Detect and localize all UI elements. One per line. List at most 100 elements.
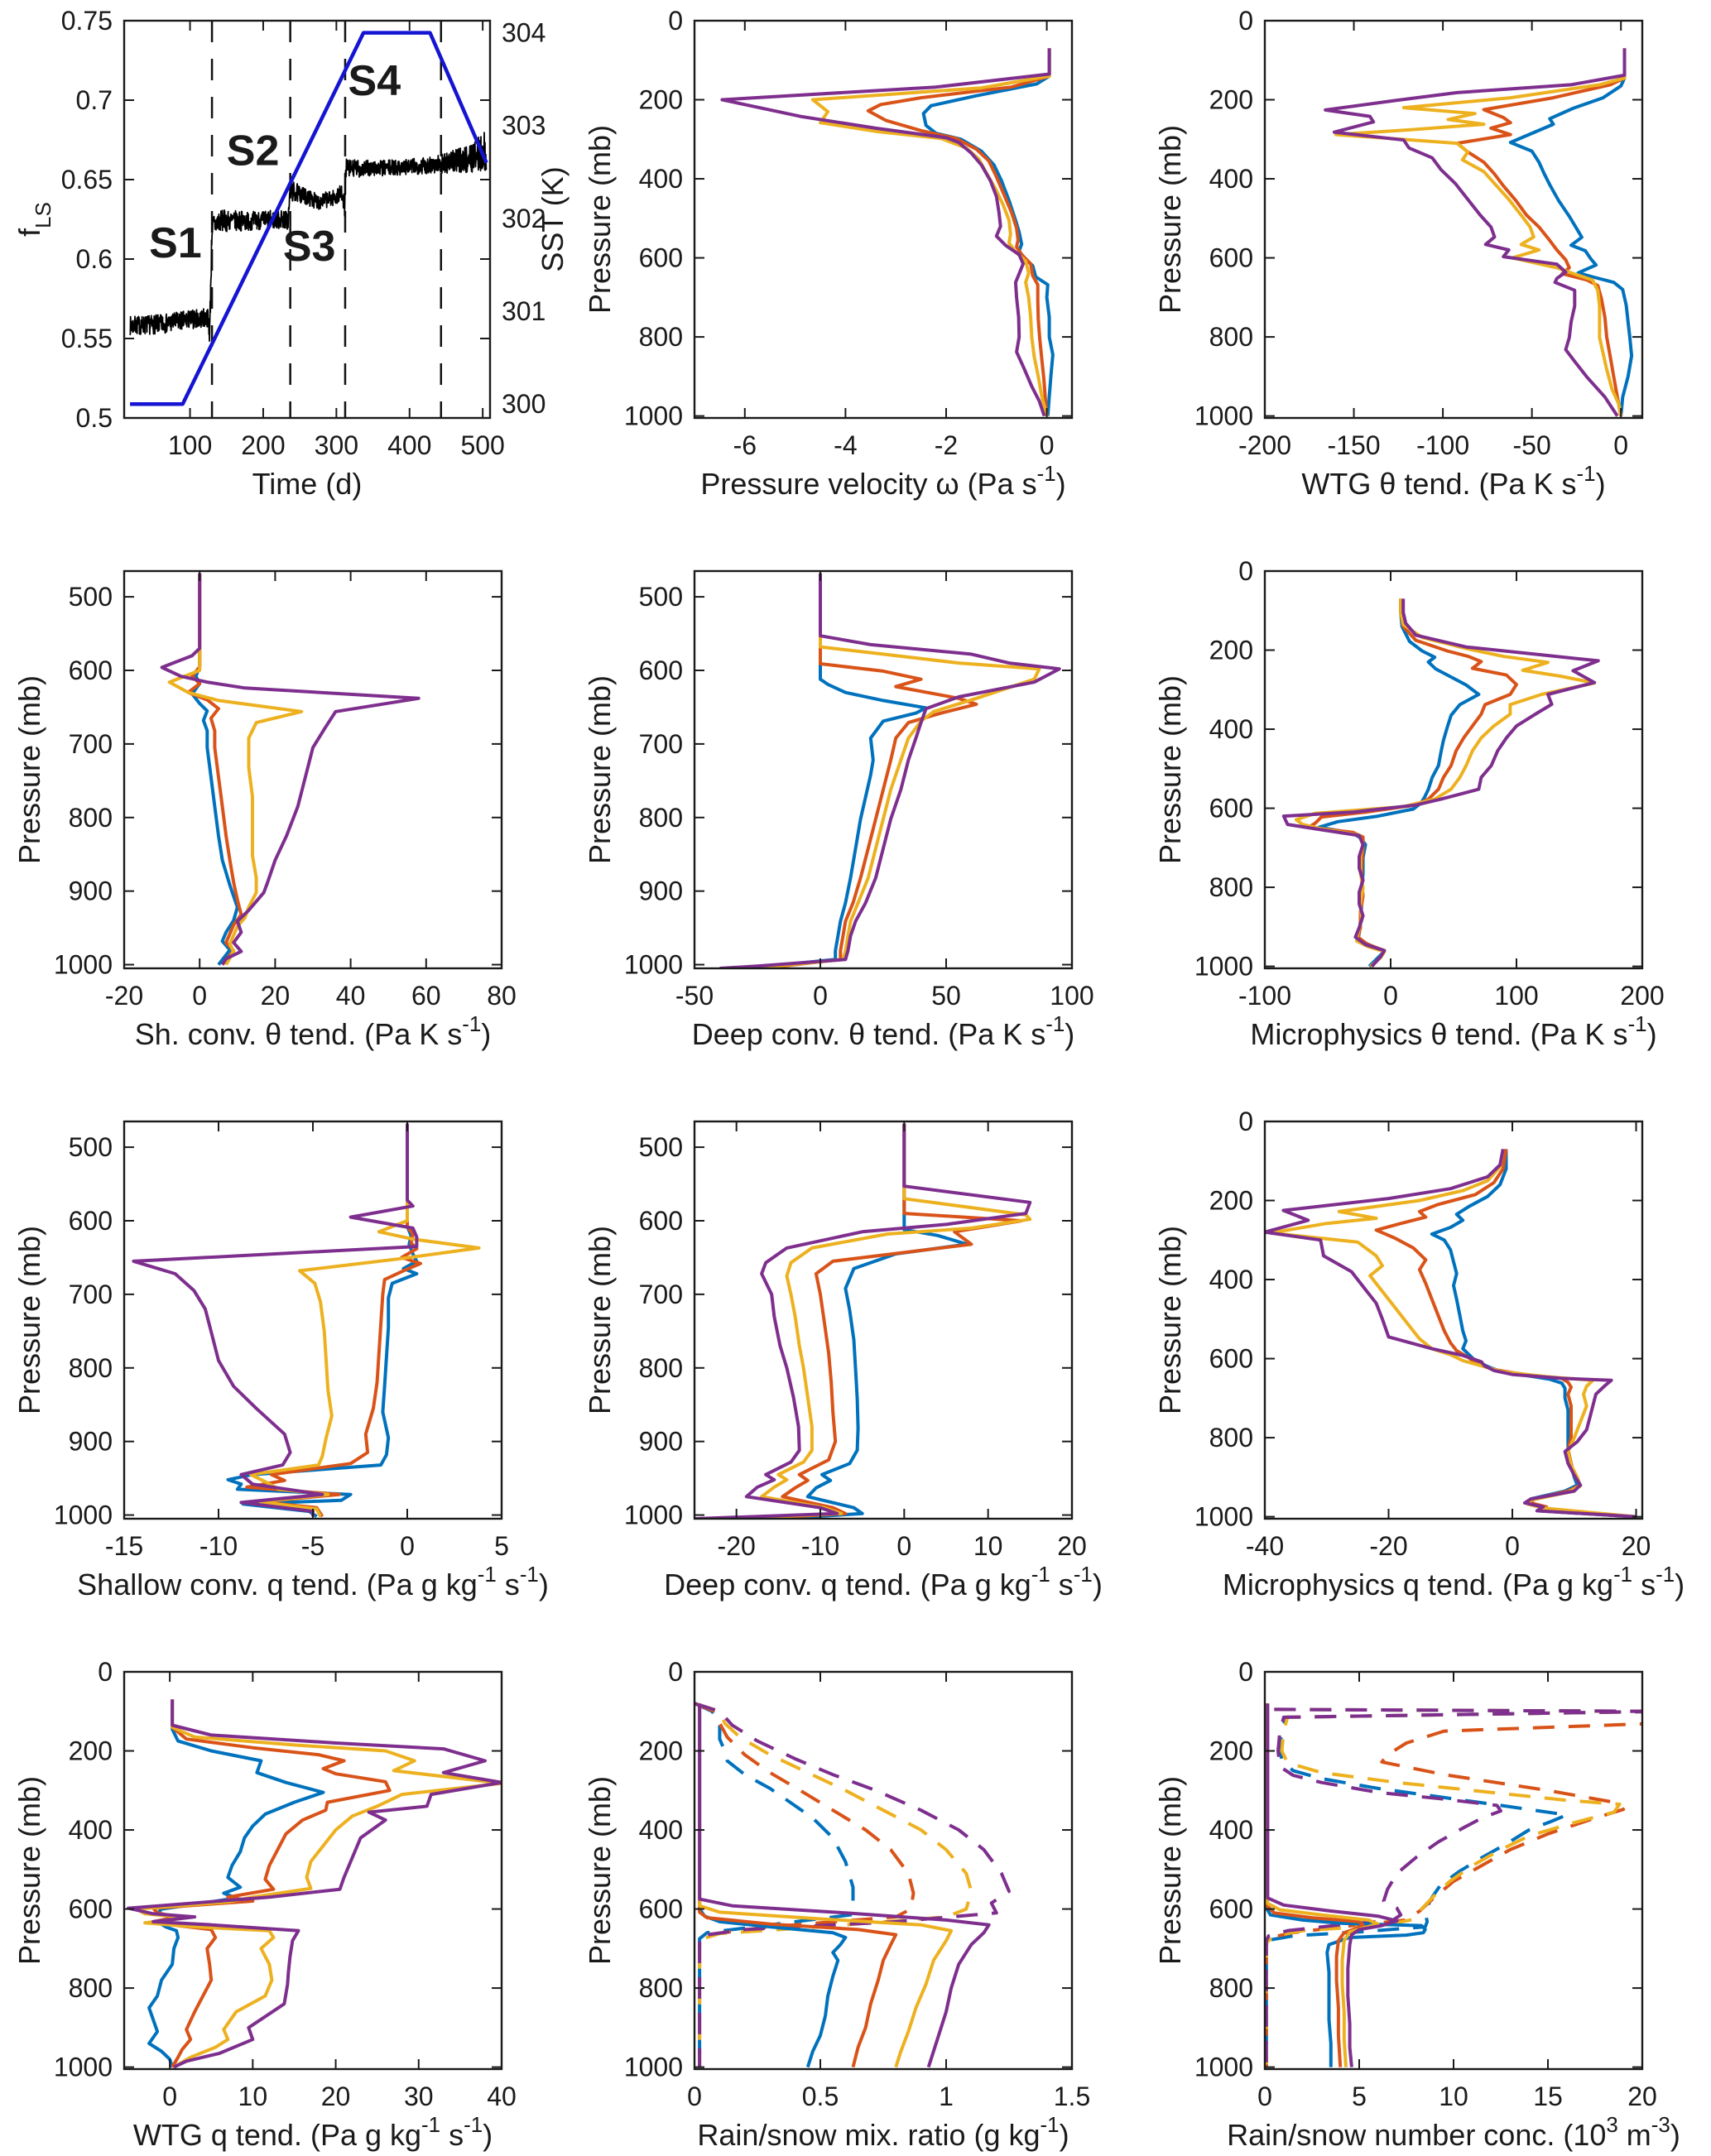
svg-text:600: 600: [639, 243, 683, 273]
svg-text:-50: -50: [1513, 430, 1551, 460]
rain-snow-number-conc-plot-area: [1265, 1703, 1642, 2067]
svg-text:-20: -20: [718, 1531, 756, 1561]
svg-text:700: 700: [69, 729, 113, 759]
svg-text:-6: -6: [733, 430, 757, 460]
svg-text:600: 600: [639, 1206, 683, 1236]
chart-shallow-conv-theta-tend: -20 0 20 40 60 80 500 600 700 800 900 1000 Sh. conv.…: [0, 538, 570, 1088]
svg-text:304: 304: [502, 18, 546, 48]
svg-text:0: 0: [813, 981, 828, 1011]
svg-text:0.7: 0.7: [76, 85, 113, 115]
wtg-q-tend-axes-box: [123, 1670, 503, 2071]
svg-text:20: 20: [321, 2082, 351, 2111]
svg-text:300: 300: [502, 389, 546, 419]
rain-snow-number-conc-series-S2-snow: [1265, 1721, 1642, 2067]
svg-text:0: 0: [1238, 556, 1253, 586]
rain-snow-mix-ratio-axes-box: [693, 1670, 1074, 2071]
svg-text:-15: -15: [105, 1531, 143, 1561]
svg-text:200: 200: [241, 430, 285, 460]
svg-text:-20: -20: [1369, 1531, 1407, 1561]
fls-sst-timeseries-annotation-S3: S3: [283, 223, 336, 271]
svg-text:-10: -10: [801, 1531, 839, 1561]
svg-text:0: 0: [668, 1657, 683, 1687]
wtg-theta-tend-svg: -200 -150 -100 -50 0 0 200 400 600 800 1000 WTG θ t…: [1153, 6, 1644, 501]
shallow-conv-theta-tend-series-S3: [167, 573, 304, 966]
svg-text:0: 0: [668, 6, 683, 36]
wtg-theta-tend-series-S1: [1508, 48, 1634, 416]
microphysics-q-tend-series-S1: [1430, 1149, 1637, 1519]
deep-conv-theta-tend-series-S4: [719, 573, 1061, 968]
svg-text:0: 0: [98, 1657, 113, 1687]
svg-text:200: 200: [639, 1736, 683, 1766]
shallow-conv-theta-tend-plot-area: [160, 573, 421, 966]
svg-text:-10: -10: [199, 1531, 238, 1561]
svg-text:303: 303: [502, 111, 546, 141]
wtg-theta-tend-series-S2: [1455, 48, 1627, 416]
svg-text:500: 500: [639, 582, 683, 612]
svg-text:200: 200: [1209, 85, 1253, 115]
fls-sst-timeseries-xlabel: Time (d): [252, 467, 363, 501]
chart-rain-snow-mix-ratio: 0 0.5 1 1.5 0 200 400 600 800 1000 Rain/snow mix. …: [570, 1639, 1141, 2156]
rain-snow-mix-ratio-series-S1-rain: [698, 1703, 848, 2068]
svg-text:1000: 1000: [1194, 401, 1253, 431]
microphysics-q-tend-xlabel: Microphysics q tend. (Pa g kg-1 s-1): [1223, 1563, 1685, 1601]
shallow-conv-theta-tend-ylabel: Pressure (mb): [12, 675, 46, 864]
microphysics-q-tend-ylabel: Pressure (mb): [1153, 1226, 1187, 1414]
shallow-conv-q-tend-axes-box: [123, 1120, 503, 1520]
fls-sst-timeseries-plot-area: [129, 21, 488, 418]
deep-conv-q-tend-ylabel: Pressure (mb): [583, 1226, 617, 1414]
pressure-velocity-ylabel: Pressure (mb): [583, 125, 617, 314]
svg-text:50: 50: [931, 981, 961, 1011]
deep-conv-q-tend-ticks: -20 -10 0 10 20 500 600 700 800 900 1000: [624, 1121, 1087, 1561]
svg-text:500: 500: [639, 1132, 683, 1162]
svg-text:400: 400: [1209, 1815, 1253, 1845]
svg-text:400: 400: [639, 164, 683, 194]
svg-text:0: 0: [1613, 430, 1628, 460]
svg-text:0: 0: [1383, 981, 1398, 1011]
svg-text:0: 0: [1238, 1107, 1253, 1136]
svg-text:10: 10: [1439, 2082, 1468, 2111]
chart-fls-sst-timeseries: S1 S2 S3 S4 100 200 300 400 500 0.5 0.55 0.6 0.65 0.7…: [0, 0, 570, 538]
svg-text:500: 500: [69, 582, 113, 612]
svg-text:800: 800: [1209, 322, 1253, 352]
svg-text:0: 0: [162, 2082, 177, 2111]
shallow-conv-q-tend-series-S4: [132, 1123, 419, 1517]
svg-text:-200: -200: [1238, 430, 1291, 460]
fls-sst-timeseries-annotation-S4: S4: [348, 57, 401, 105]
svg-text:0: 0: [1040, 430, 1055, 460]
svg-text:0.6: 0.6: [76, 244, 113, 274]
shallow-conv-q-tend-ticks: -15 -10 -5 0 5 500 600 700 800 900 1000: [54, 1121, 509, 1561]
svg-text:30: 30: [404, 2082, 434, 2111]
pressure-velocity-xlabel: Pressure velocity ω (Pa s-1): [700, 463, 1065, 501]
chart-wtg-theta-tend: -200 -150 -100 -50 0 0 200 400 600 800 1000 WTG θ t…: [1141, 0, 1711, 538]
svg-text:-4: -4: [834, 430, 857, 460]
wtg-theta-tend-xlabel: WTG θ tend. (Pa K s-1): [1301, 463, 1605, 501]
microphysics-q-tend-axes-box: [1263, 1120, 1644, 1520]
svg-text:600: 600: [639, 655, 683, 685]
rain-snow-mix-ratio-series-S1-snow: [694, 1702, 855, 2067]
deep-conv-theta-tend-xlabel: Deep conv. θ tend. (Pa K s-1): [692, 1013, 1075, 1051]
wtg-theta-tend-ylabel: Pressure (mb): [1153, 125, 1187, 314]
svg-text:-150: -150: [1328, 430, 1381, 460]
rain-snow-mix-ratio-series-S4-rain: [698, 1703, 991, 2068]
chart-deep-conv-theta-tend: -50 0 50 100 500 600 700 800 900 1000 Deep conv. θ…: [570, 538, 1141, 1088]
svg-text:300: 300: [315, 430, 358, 460]
pressure-velocity-series-S4: [720, 48, 1051, 417]
svg-text:400: 400: [639, 1815, 683, 1845]
svg-text:200: 200: [1209, 1736, 1253, 1766]
rain-snow-number-conc-series-S4-rain: [1266, 1703, 1399, 2067]
deep-conv-theta-tend-series-S1: [732, 573, 928, 968]
svg-text:20: 20: [1057, 1531, 1087, 1561]
svg-text:-50: -50: [675, 981, 714, 1011]
svg-text:100: 100: [1050, 981, 1093, 1011]
rain-snow-mix-ratio-ticks: 0 0.5 1 1.5 0 200 400 600 800 1000: [624, 1657, 1090, 2111]
svg-text:500: 500: [460, 430, 504, 460]
deep-conv-theta-tend-ticks: -50 0 50 100 500 600 700 800 900 1000: [624, 571, 1094, 1011]
fls-sst-timeseries-ticks: 100 200 300 400 500 0.5 0.55 0.6 0.65 0.7 0.75 300 3…: [61, 6, 546, 460]
svg-text:-2: -2: [935, 430, 958, 460]
shallow-conv-q-tend-plot-area: [132, 1123, 481, 1518]
svg-text:600: 600: [69, 1894, 113, 1924]
svg-text:1000: 1000: [54, 2053, 113, 2082]
